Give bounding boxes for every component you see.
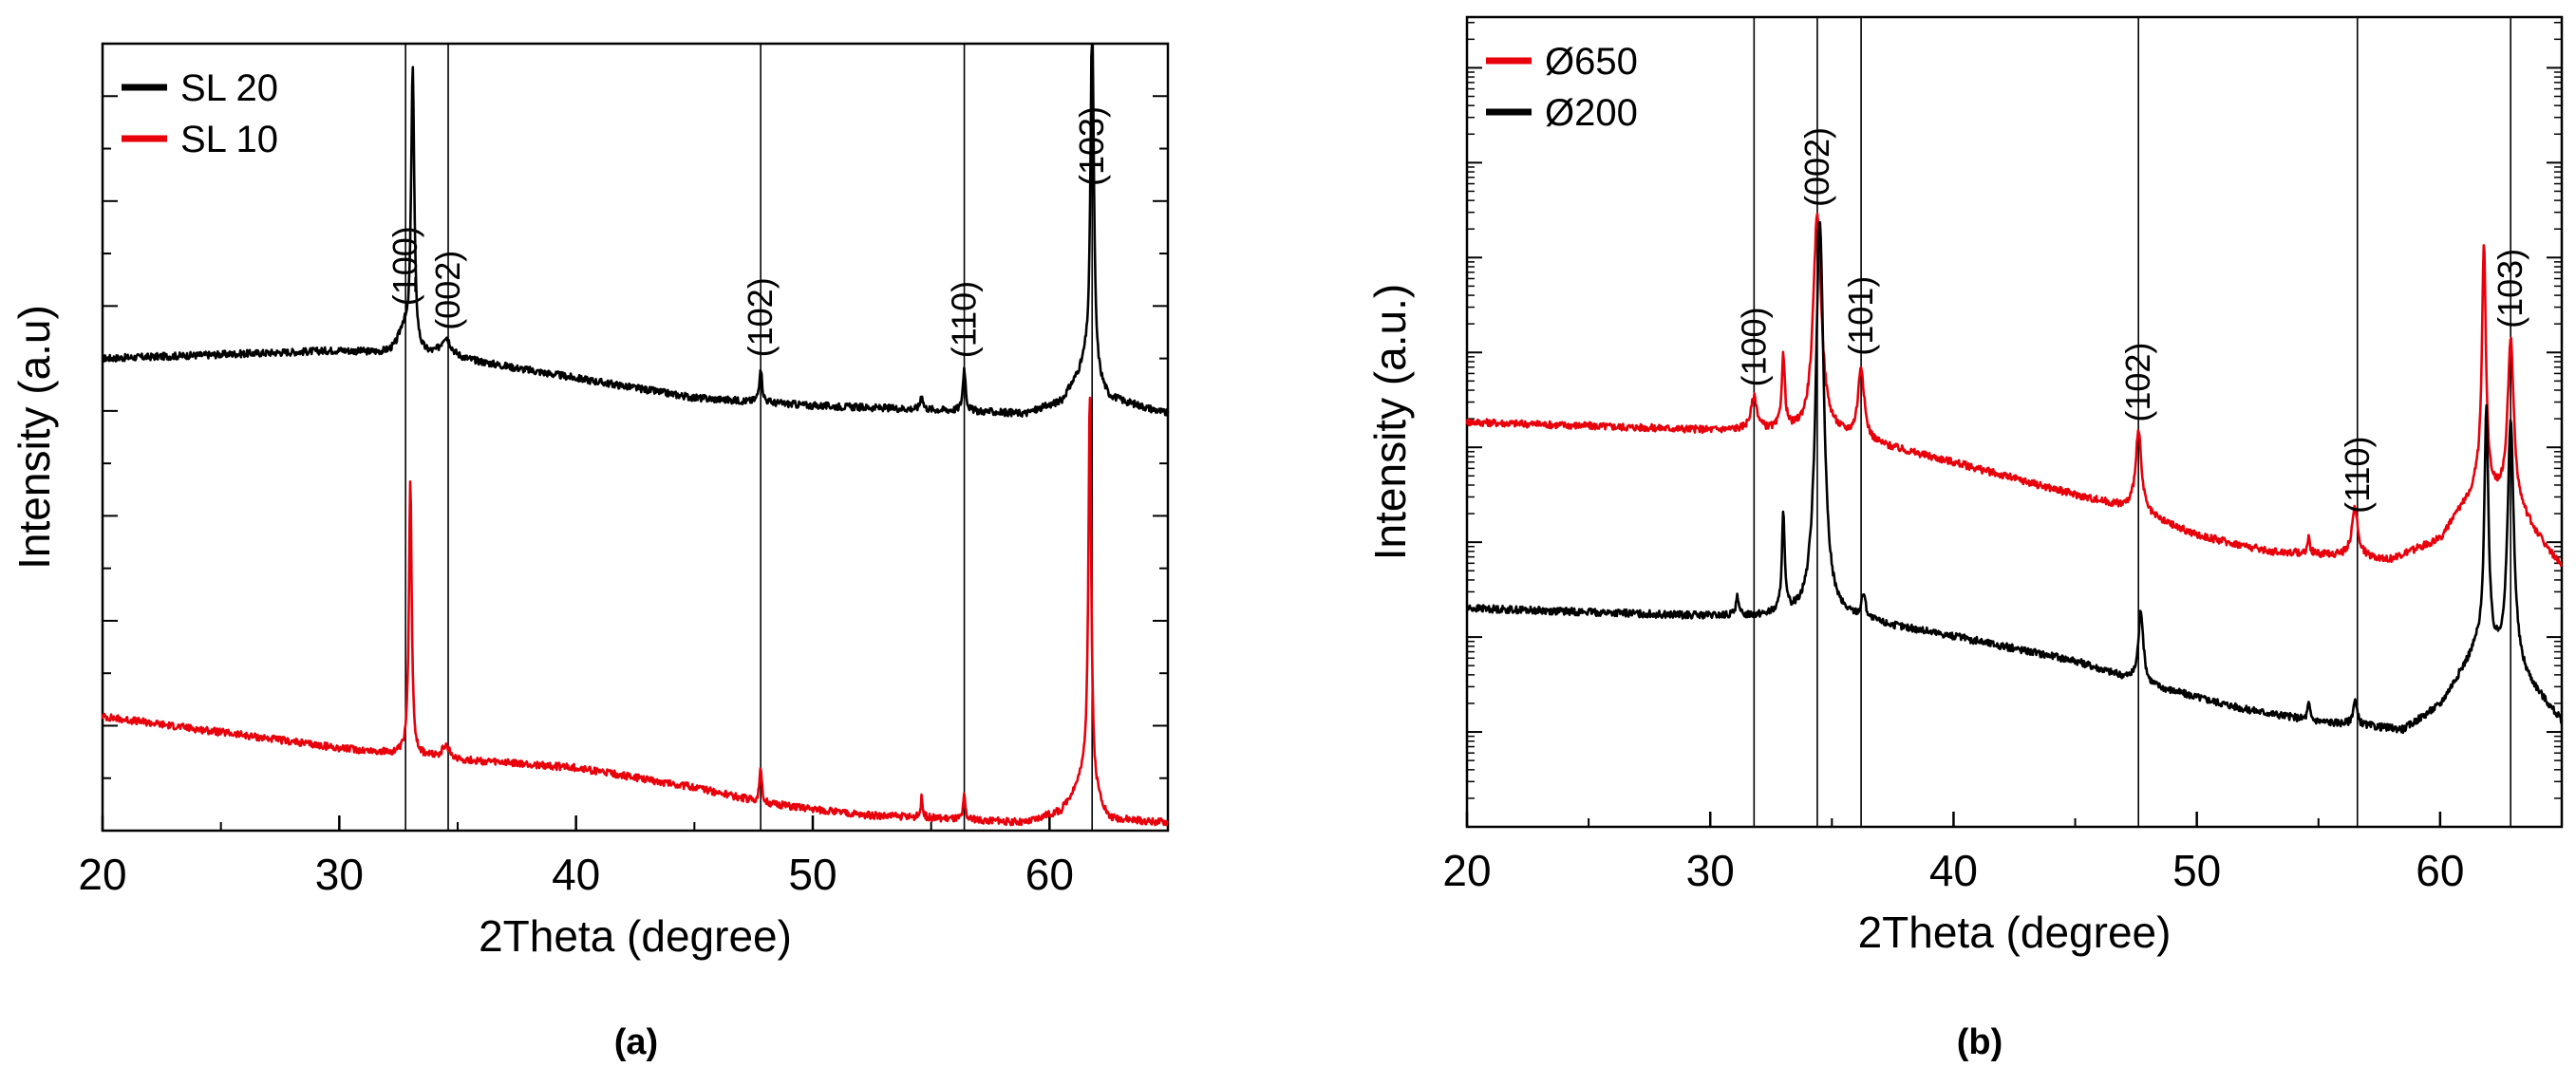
plot-frame <box>101 42 1170 833</box>
peak-label: (102) <box>741 277 780 357</box>
peak-label: (102) <box>2118 343 2157 422</box>
x-tick-label: 20 <box>1442 846 1491 895</box>
plot-frame <box>1465 15 2564 829</box>
series-line <box>1465 212 2563 568</box>
peak-label: (101) <box>1841 276 1880 356</box>
peak-label: (103) <box>1072 106 1111 186</box>
x-axis-title: 2Theta (degree) <box>1858 908 2172 957</box>
peak-label: (002) <box>428 251 467 330</box>
legend-label: Ø200 <box>1545 92 1638 134</box>
peak-label: (110) <box>945 281 984 358</box>
x-tick-label: 60 <box>2416 846 2464 895</box>
x-tick-label: 40 <box>552 850 600 899</box>
peak-label: (100) <box>385 226 424 306</box>
y-axis-title: Intensity (a.u.) <box>1365 284 1415 560</box>
peak-label: (100) <box>1734 307 1773 386</box>
y-axis-title: Intensity (a.u) <box>9 305 59 570</box>
legend-label: Ø650 <box>1545 41 1638 83</box>
legend-label: SL 10 <box>180 119 278 160</box>
series-line <box>102 43 1170 418</box>
panel-a: 20 30 40 50 60 (100) (002) (102) (110) (103) SL 20… <box>9 42 1170 1062</box>
x-tick-label: 50 <box>2172 846 2221 895</box>
x-axis-title: 2Theta (degree) <box>479 911 792 961</box>
peak-label: (103) <box>2491 249 2529 328</box>
x-tick-label: 50 <box>788 850 837 899</box>
x-tick-label: 60 <box>1025 850 1074 899</box>
x-tick-label: 40 <box>1929 846 1978 895</box>
panel-caption: (b) <box>1957 1022 2003 1062</box>
x-tick-label: 20 <box>78 850 126 899</box>
peak-label: (002) <box>1797 127 1836 207</box>
series-line <box>1465 221 2564 735</box>
panel-caption: (a) <box>614 1022 658 1062</box>
legend-label: SL 20 <box>180 67 278 109</box>
x-tick-label: 30 <box>1686 846 1735 895</box>
panel-b: 20 30 40 50 60 (100) (002) (101) (102) (110) (103)… <box>1365 15 2564 1062</box>
peak-label: (110) <box>2338 436 2377 513</box>
x-tick-label: 30 <box>315 850 364 899</box>
series-line <box>101 396 1169 827</box>
